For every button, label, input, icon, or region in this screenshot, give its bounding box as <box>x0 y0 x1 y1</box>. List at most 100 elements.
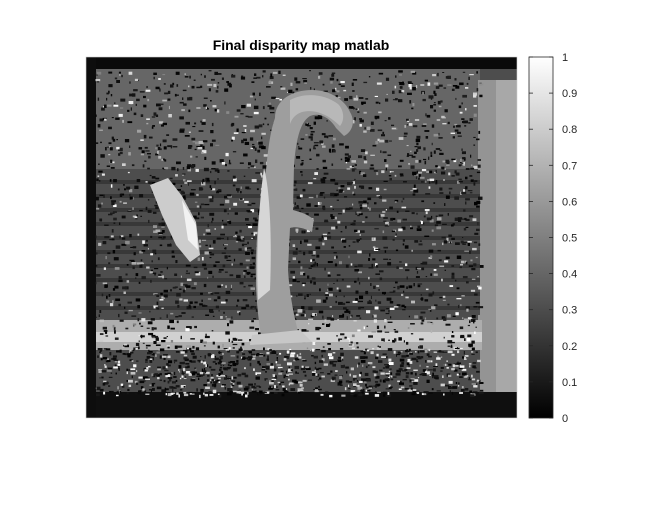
image-noise <box>390 372 393 375</box>
image-noise <box>170 146 173 149</box>
image-noise <box>115 117 120 120</box>
image-noise <box>232 184 236 187</box>
image-noise <box>213 299 218 302</box>
image-noise <box>353 391 358 394</box>
image-noise <box>250 273 256 276</box>
image-noise <box>100 358 103 361</box>
image-noise <box>270 129 272 131</box>
image-noise <box>458 304 460 309</box>
image-noise <box>119 235 121 239</box>
image-noise <box>293 359 296 362</box>
image-noise <box>451 335 455 338</box>
image-noise <box>472 391 478 394</box>
image-noise <box>129 93 133 97</box>
image-noise <box>190 155 193 158</box>
image-noise <box>431 180 435 183</box>
image-noise <box>318 115 323 120</box>
image-noise <box>301 359 306 361</box>
image-noise <box>363 111 367 114</box>
image-noise <box>237 299 240 302</box>
image-noise <box>329 356 334 360</box>
image-noise <box>128 369 131 371</box>
image-noise <box>195 347 200 351</box>
image-noise <box>354 185 356 189</box>
image-noise <box>407 327 410 329</box>
image-noise <box>337 382 342 386</box>
image-noise <box>397 219 401 223</box>
image-noise <box>304 295 306 299</box>
image-noise <box>381 170 385 174</box>
image-noise <box>205 178 207 182</box>
image-noise <box>322 242 325 246</box>
image-noise <box>385 139 389 143</box>
image-noise <box>468 363 472 365</box>
image-noise <box>149 360 153 363</box>
image-noise <box>381 338 384 342</box>
image-noise <box>246 266 249 269</box>
image-noise <box>208 88 211 92</box>
image-noise <box>238 312 241 316</box>
image-noise <box>250 129 255 133</box>
image-noise <box>398 137 404 140</box>
image-noise <box>139 91 145 93</box>
image-noise <box>159 244 163 247</box>
image-noise <box>445 363 447 366</box>
image-noise <box>275 361 278 364</box>
image-noise <box>135 273 139 277</box>
image-noise <box>174 371 176 375</box>
image-noise <box>214 180 216 185</box>
image-left-object-highlight <box>182 200 198 250</box>
image-noise <box>153 230 158 233</box>
image-noise <box>343 89 347 92</box>
image-noise <box>402 379 407 381</box>
image-noise <box>262 106 265 110</box>
image-noise <box>431 306 436 310</box>
image-noise <box>163 146 167 150</box>
image-noise <box>161 389 167 393</box>
image-noise <box>240 346 242 349</box>
image-noise <box>435 215 438 217</box>
image-noise <box>227 349 230 353</box>
image-noise <box>256 76 261 79</box>
image-noise <box>200 216 204 219</box>
image-noise <box>110 184 113 188</box>
image-noise <box>388 117 391 120</box>
image-noise <box>179 377 182 380</box>
image-noise <box>307 182 313 185</box>
image-noise <box>301 365 304 368</box>
image-noise <box>403 340 405 343</box>
image-noise <box>401 304 405 307</box>
image-noise <box>300 391 304 393</box>
image-noise <box>451 353 455 356</box>
image-noise <box>240 236 244 240</box>
image-noise <box>198 245 202 248</box>
image-noise <box>188 85 190 88</box>
image-noise <box>329 306 332 308</box>
image-noise <box>144 369 148 372</box>
image-noise <box>171 250 175 254</box>
image-noise <box>385 372 391 375</box>
image-noise <box>440 100 443 103</box>
image-noise <box>331 73 335 77</box>
image-noise <box>98 314 100 317</box>
image-noise <box>181 312 186 314</box>
image-noise <box>422 373 427 376</box>
image-noise <box>228 338 230 342</box>
image-noise <box>336 199 339 201</box>
image-noise <box>379 346 381 348</box>
image-noise <box>102 382 106 386</box>
image-noise <box>379 102 381 105</box>
image-noise <box>249 362 252 367</box>
image-noise <box>122 384 125 388</box>
image-noise <box>201 180 204 184</box>
image-noise <box>378 111 382 114</box>
image-noise <box>437 355 440 359</box>
image-noise <box>464 375 468 378</box>
image-noise <box>143 104 147 108</box>
image-noise <box>143 244 148 247</box>
image-noise <box>241 75 244 78</box>
image-noise <box>297 388 303 390</box>
image-noise <box>434 304 438 306</box>
image-noise <box>96 393 100 397</box>
image-noise <box>382 131 385 135</box>
